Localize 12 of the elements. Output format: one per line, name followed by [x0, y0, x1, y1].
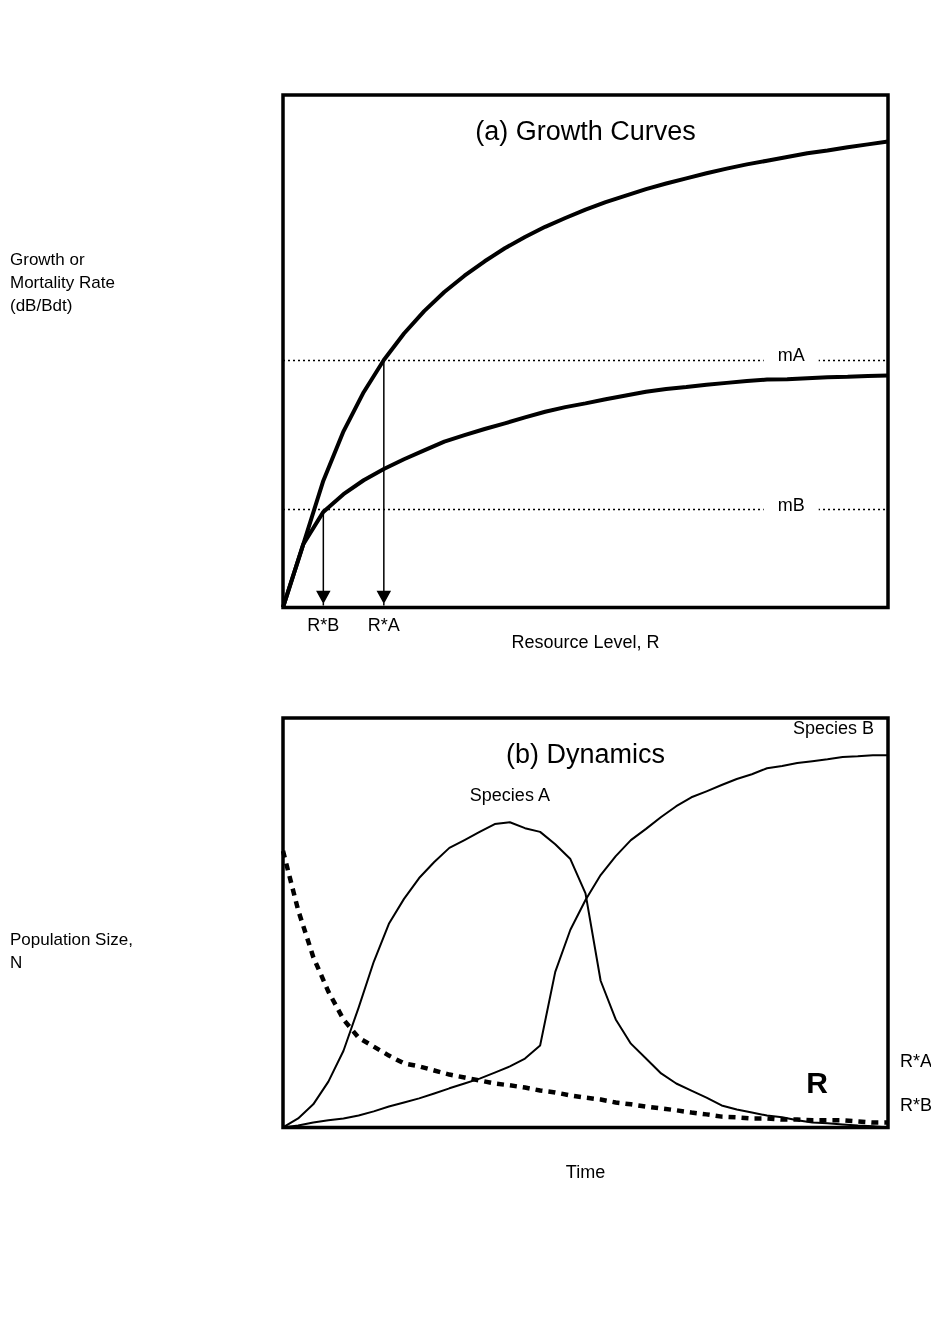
ref-line-label: mA: [777, 345, 805, 366]
x-axis-title: Resource Level, R: [511, 632, 660, 653]
chart-title: (b) Dynamics: [505, 739, 666, 770]
y-axis-title: Population Size, N: [10, 929, 134, 974]
series-label: R: [806, 1065, 829, 1099]
x-axis-title: Time: [565, 1162, 606, 1183]
y-axis-title: Growth or Mortality Rate (dB/Bdt): [10, 249, 116, 317]
text: R*B: [900, 1095, 933, 1116]
ref-line-label: mB: [777, 494, 805, 515]
chart-title: (a) Growth Curves: [475, 116, 696, 147]
series-label: Species B: [792, 718, 874, 739]
series-label: Species A: [469, 785, 550, 806]
